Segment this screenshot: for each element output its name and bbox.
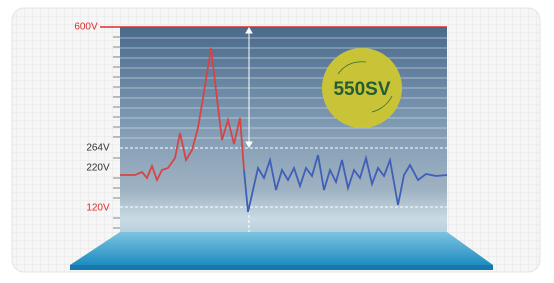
page: 550SV 600V 264V 220V 120V (() => { const… — [0, 0, 554, 283]
chart-panel — [120, 27, 447, 245]
nominal-label: 220V — [86, 163, 110, 174]
badge-text: 550SV — [333, 79, 390, 100]
upper-label: 264V — [86, 143, 110, 154]
platform — [70, 232, 493, 265]
lower-label: 120V — [86, 203, 110, 214]
platform-edge — [70, 265, 493, 270]
max-label: 600V — [74, 22, 98, 33]
voltage-diagram: 550SV 600V 264V 220V 120V — [0, 0, 554, 283]
